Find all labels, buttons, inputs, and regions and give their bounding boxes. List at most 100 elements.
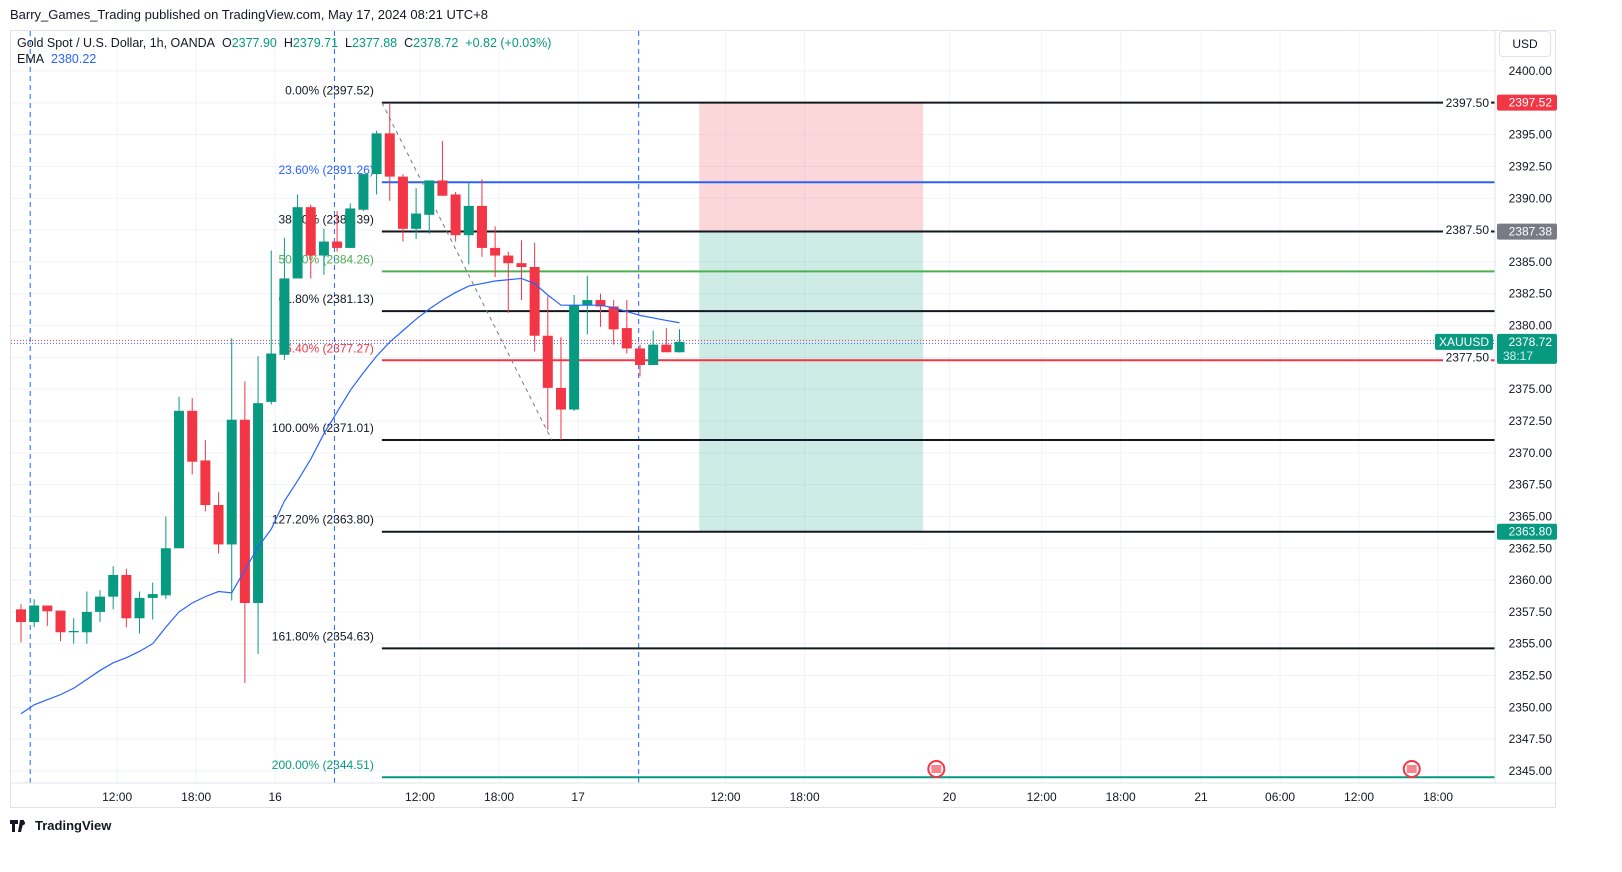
price-tick-label: 2347.50 <box>1509 732 1553 746</box>
fib-trend-line[interactable] <box>381 102 553 441</box>
position-target-zone[interactable] <box>699 231 924 532</box>
fib-level-label: 100.00% (2371.01) <box>272 421 374 435</box>
candle-bearish <box>608 306 619 330</box>
price-tick-label: 2392.50 <box>1509 159 1553 173</box>
candlestick-chart[interactable]: 0.00% (2397.52)23.60% (2391.26)38.20% (2… <box>11 31 1557 809</box>
chart-legend: Gold Spot / U.S. Dollar, 1h, OANDA O2377… <box>17 35 551 67</box>
time-tick-label: 21 <box>1194 790 1208 804</box>
candle-bullish <box>674 341 685 353</box>
candle-bearish <box>55 610 66 633</box>
price-axis-tag-text: 2363.80 <box>1509 525 1553 539</box>
time-tick-label: 12:00 <box>711 790 741 804</box>
ema-value: 2380.22 <box>51 52 97 66</box>
price-tick-label: 2390.00 <box>1509 191 1553 205</box>
publisher-caption: Barry_Games_Trading published on Trading… <box>10 7 489 22</box>
candle-bearish <box>634 348 645 365</box>
time-tick-label: 18:00 <box>484 790 514 804</box>
price-tick-label: 2367.50 <box>1509 478 1553 492</box>
candle-bullish <box>424 180 435 215</box>
high-label: H <box>283 36 293 50</box>
last-price-tag <box>1497 333 1557 364</box>
tradingview-logo-icon <box>10 819 25 832</box>
ohlc-row: Gold Spot / U.S. Dollar, 1h, OANDA O2377… <box>17 35 551 51</box>
price-axis-tag <box>1497 523 1557 540</box>
candle-bullish <box>292 207 303 279</box>
price-tick-label: 2382.50 <box>1509 287 1553 301</box>
price-axis-tag-text: 2387.38 <box>1509 225 1553 239</box>
ema-line <box>20 277 680 715</box>
currency-button[interactable]: USD <box>1499 31 1551 57</box>
candle-bullish <box>29 605 40 623</box>
price-axis-tag <box>1497 223 1557 240</box>
price-tick-label-backing <box>1443 95 1491 110</box>
price-tick-label: 2360.00 <box>1509 573 1553 587</box>
close-label: C <box>404 36 414 50</box>
footer-brand: TradingView <box>35 818 112 833</box>
price-tick-label: 2400.00 <box>1509 64 1553 78</box>
candle-bullish <box>174 410 185 549</box>
candle-bearish <box>42 605 53 612</box>
fib-level-label: 0.00% (2397.52) <box>285 84 374 98</box>
candle-bearish <box>450 194 461 236</box>
candle-bearish <box>121 574 132 619</box>
low-label: L <box>345 36 352 50</box>
time-tick-label: 12:00 <box>102 790 132 804</box>
candle-bullish <box>648 344 659 365</box>
candle-bearish <box>476 205 487 248</box>
price-tick-label: 2355.00 <box>1509 637 1553 651</box>
candle-bullish <box>134 597 145 619</box>
candle-bearish <box>529 266 540 336</box>
time-tick-label: 17 <box>571 790 585 804</box>
candle-bearish <box>661 344 672 353</box>
open-value: 2377.90 <box>231 36 277 50</box>
candle-bullish <box>279 278 290 355</box>
bar-countdown-text: 38:17 <box>1503 349 1533 363</box>
candle-bearish <box>305 207 316 256</box>
fib-level-label: 200.00% (2344.51) <box>272 758 374 772</box>
price-tick-label: 2362.50 <box>1509 541 1553 555</box>
time-tick-label: 12:00 <box>1027 790 1057 804</box>
time-tick-label: 18:00 <box>790 790 820 804</box>
candle-bearish <box>200 460 211 505</box>
candle-bullish <box>345 208 356 248</box>
price-tick-label: 2345.00 <box>1509 764 1553 778</box>
tradingview-logo[interactable]: TradingView <box>10 818 111 833</box>
time-tick-label: 18:00 <box>1106 790 1136 804</box>
candle-bearish <box>397 176 408 229</box>
candle-bearish <box>595 300 606 307</box>
candle-bearish <box>384 133 395 177</box>
candle-bullish <box>569 305 580 410</box>
price-tick-label: 2387.50 <box>1446 223 1490 237</box>
fib-level-label: 76.40% (2377.27) <box>278 341 373 355</box>
price-tick-label: 2377.50 <box>1446 350 1490 364</box>
candle-bearish <box>621 328 632 349</box>
price-tick-label: 2375.00 <box>1509 382 1553 396</box>
candle-bullish <box>226 419 237 545</box>
candle-bullish <box>147 594 158 598</box>
price-tick-label: 2352.50 <box>1509 669 1553 683</box>
candle-bullish <box>253 403 264 603</box>
us-flag-stripes-icon <box>931 765 942 773</box>
symbol-title[interactable]: Gold Spot / U.S. Dollar, 1h, OANDA <box>17 36 215 50</box>
ema-label[interactable]: EMA <box>17 52 45 66</box>
candle-bearish <box>437 180 448 196</box>
open-label: O <box>221 36 232 50</box>
candle-bullish <box>81 611 92 633</box>
fib-level-label: 161.80% (2354.63) <box>272 629 374 643</box>
ema-row: EMA 2380.22 <box>17 51 551 67</box>
symbol-tag-text: XAUUSD <box>1439 335 1489 349</box>
position-stop-zone[interactable] <box>699 102 924 232</box>
time-tick-label: 18:00 <box>1423 790 1453 804</box>
candle-bullish <box>108 574 119 597</box>
candle-bullish <box>411 213 422 229</box>
close-value: 2378.72 <box>413 36 459 50</box>
fib-level-label: 127.20% (2363.80) <box>272 513 374 527</box>
price-tick-label: 2385.00 <box>1509 255 1553 269</box>
candle-bullish <box>266 353 277 402</box>
last-price-text: 2378.72 <box>1509 335 1553 349</box>
candle-bearish <box>239 419 250 603</box>
price-tick-label: 2370.00 <box>1509 446 1553 460</box>
price-tick-label: 2350.00 <box>1509 700 1553 714</box>
price-tick-label-backing <box>1443 350 1491 365</box>
chart-frame[interactable]: 0.00% (2397.52) 23.60% (2391.26) 38.20% (2… <box>10 30 1557 809</box>
